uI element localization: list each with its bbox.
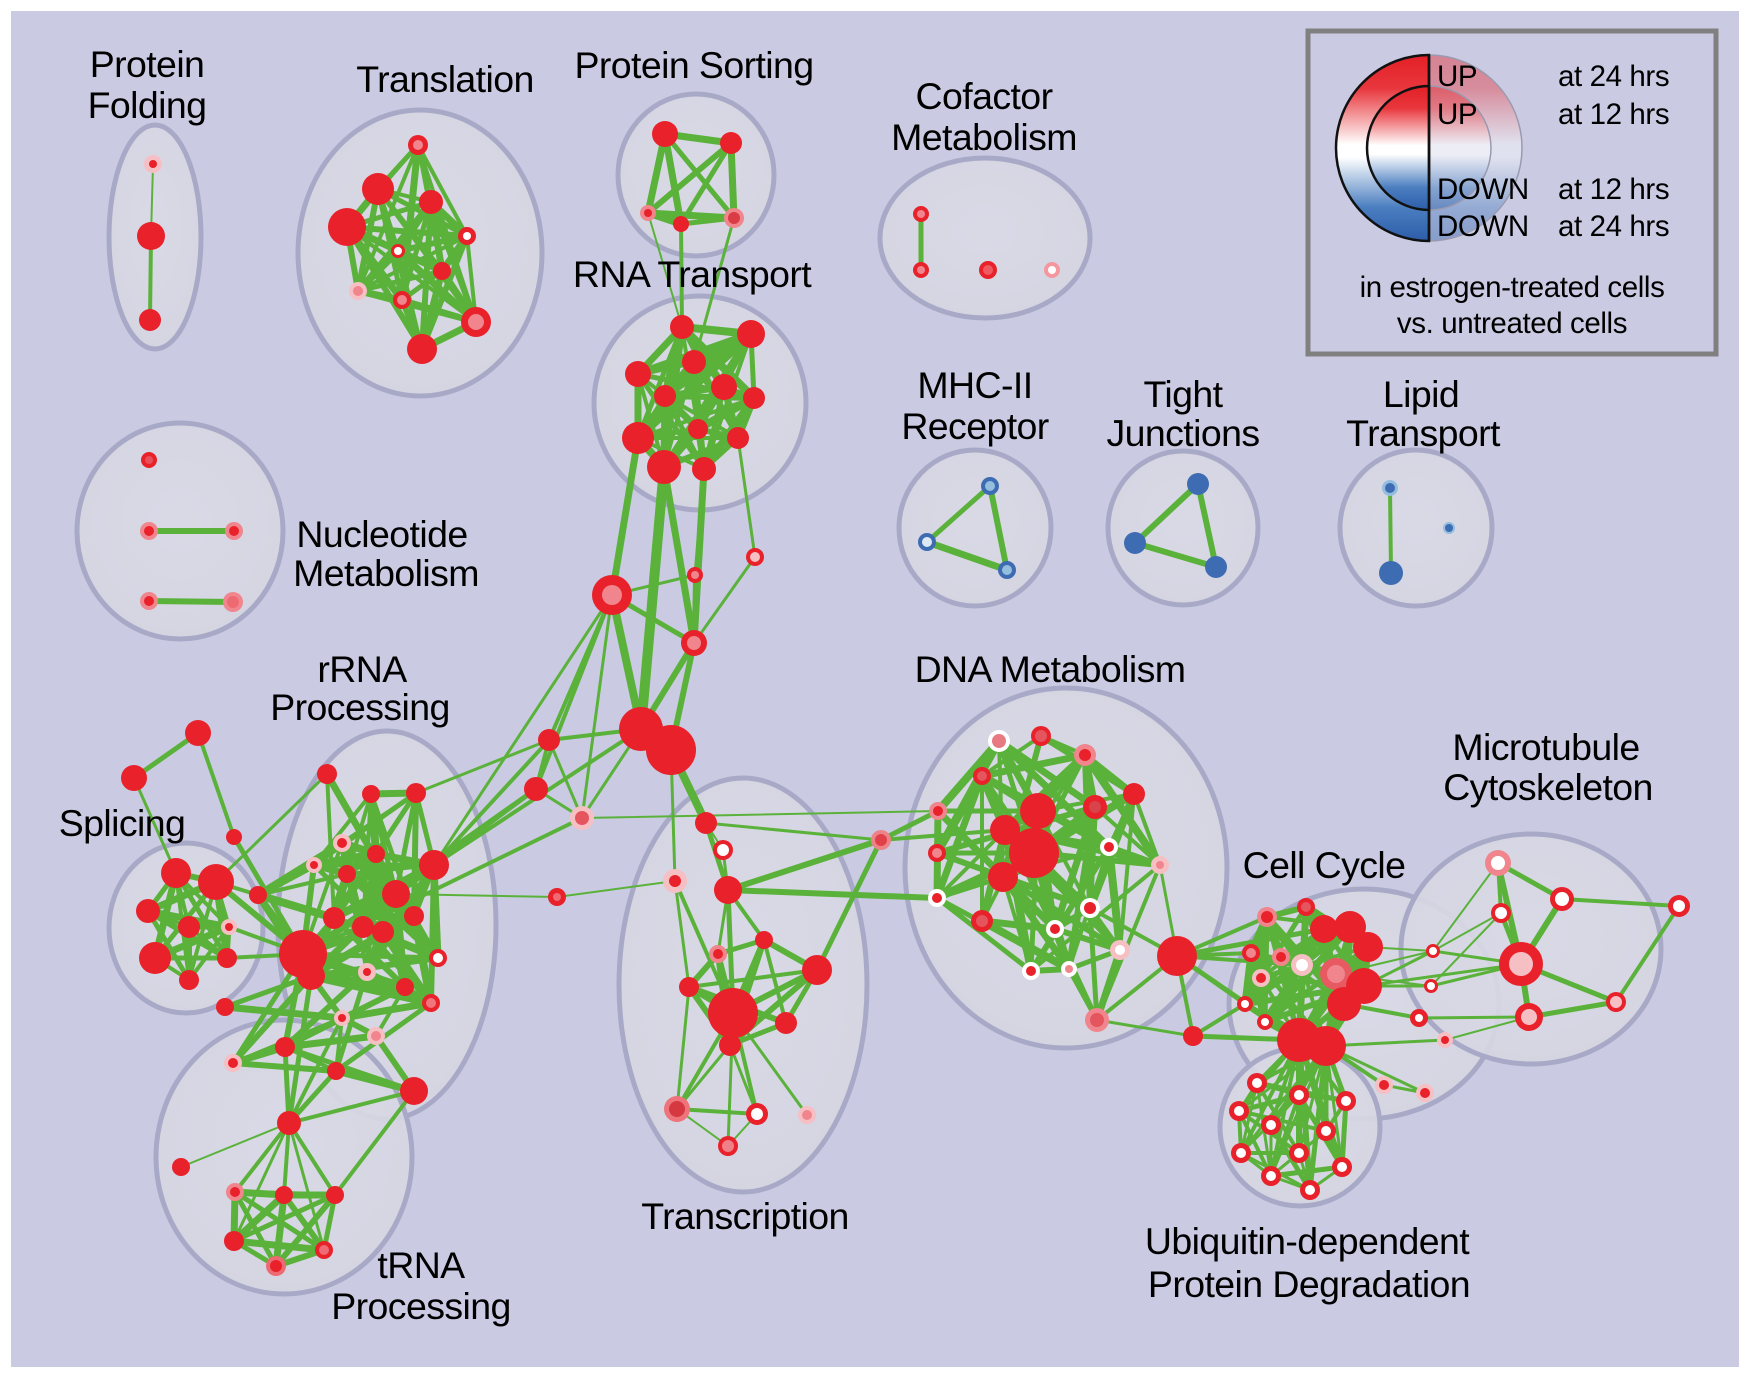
svg-text:at 12 hrs: at 12 hrs [1558,98,1669,131]
svg-text:Receptor: Receptor [901,405,1048,447]
svg-text:Folding: Folding [88,84,207,126]
svg-text:RNA Transport: RNA Transport [573,253,812,295]
svg-text:Metabolism: Metabolism [293,552,479,594]
svg-text:Microtubule: Microtubule [1452,726,1639,768]
svg-text:DOWN: DOWN [1437,210,1529,243]
svg-text:Cytoskeleton: Cytoskeleton [1443,766,1653,808]
svg-text:Ubiquitin-dependent: Ubiquitin-dependent [1145,1220,1470,1262]
svg-text:Protein Sorting: Protein Sorting [574,44,813,86]
svg-text:Processing: Processing [270,686,450,728]
svg-text:Protein: Protein [90,43,205,85]
svg-text:Nucleotide: Nucleotide [296,513,467,555]
svg-text:Splicing: Splicing [59,802,186,844]
svg-text:Lipid: Lipid [1383,373,1459,415]
svg-text:rRNA: rRNA [317,648,407,690]
svg-text:Junctions: Junctions [1106,412,1259,454]
svg-text:Metabolism: Metabolism [891,116,1077,158]
svg-text:MHC-II: MHC-II [917,364,1032,406]
svg-text:Processing: Processing [331,1285,511,1327]
svg-text:UP: UP [1437,98,1477,131]
svg-text:at 24 hrs: at 24 hrs [1558,210,1669,243]
svg-text:at 24 hrs: at 24 hrs [1558,60,1669,93]
svg-text:Translation: Translation [356,58,534,100]
svg-text:Transport: Transport [1346,412,1501,454]
svg-text:vs. untreated cells: vs. untreated cells [1397,307,1627,340]
svg-text:in estrogen-treated cells: in estrogen-treated cells [1360,271,1665,304]
svg-text:Tight: Tight [1144,373,1224,415]
svg-text:Transcription: Transcription [641,1195,849,1237]
svg-text:UP: UP [1437,60,1477,93]
svg-text:Cell Cycle: Cell Cycle [1243,844,1406,886]
svg-text:tRNA: tRNA [377,1244,465,1286]
svg-text:DOWN: DOWN [1437,173,1529,206]
svg-text:at 12 hrs: at 12 hrs [1558,173,1669,206]
svg-text:Cofactor: Cofactor [916,75,1053,117]
svg-text:DNA Metabolism: DNA Metabolism [915,648,1186,690]
svg-text:Protein Degradation: Protein Degradation [1148,1263,1470,1305]
